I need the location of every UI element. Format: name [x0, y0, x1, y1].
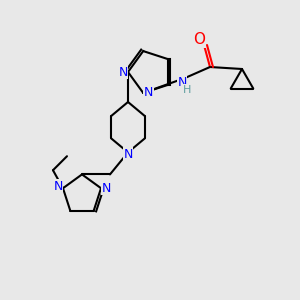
Text: N: N — [118, 65, 128, 79]
Text: N: N — [177, 76, 187, 88]
Text: N: N — [123, 148, 133, 161]
Text: N: N — [143, 86, 153, 99]
Text: N: N — [101, 182, 111, 195]
Text: O: O — [193, 32, 205, 47]
Text: H: H — [183, 85, 191, 95]
Text: N: N — [53, 180, 63, 193]
